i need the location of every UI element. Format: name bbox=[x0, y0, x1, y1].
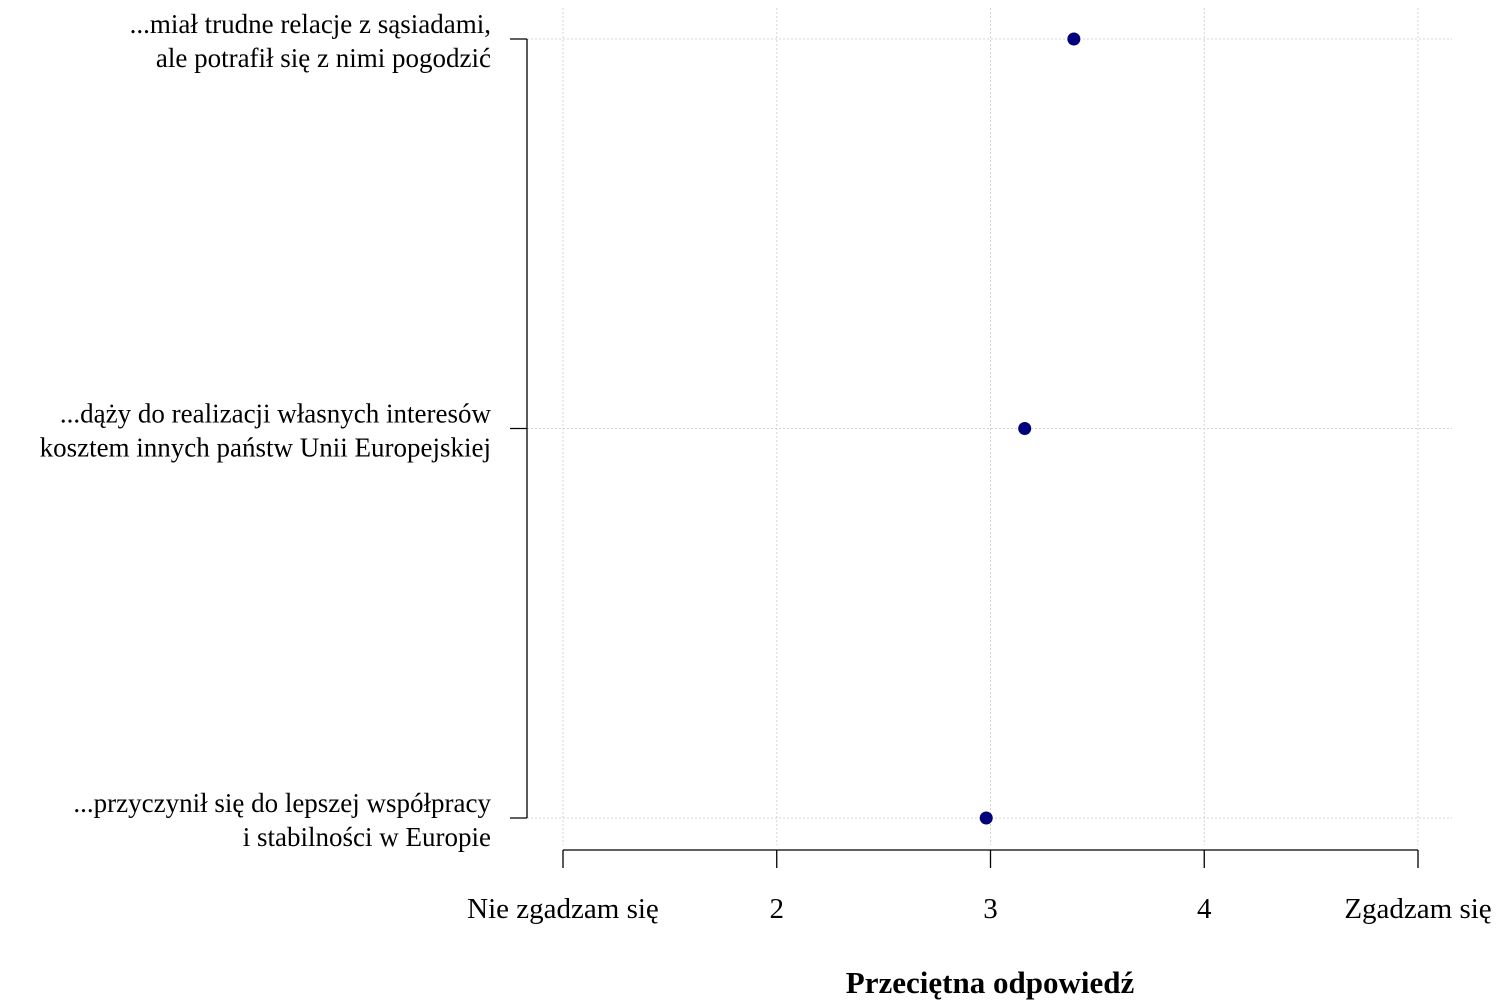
axis-ticks bbox=[510, 38, 1419, 868]
y-category-label-line: kosztem innych państw Unii Europejskiej bbox=[40, 433, 491, 463]
x-tick-label: 4 bbox=[1197, 893, 1212, 925]
y-category-label-line: ale potrafił się z nimi pogodzić bbox=[156, 43, 491, 73]
x-tick-label: Zgadzam się bbox=[1344, 893, 1491, 925]
axes bbox=[526, 39, 1418, 851]
data-point bbox=[1018, 422, 1032, 435]
grid-lines bbox=[527, 8, 1452, 845]
x-tick-label: 2 bbox=[770, 893, 785, 925]
axis-labels: Nie zgadzam się 2 3 4 Zgadzam się ...miał tru… bbox=[40, 9, 1492, 925]
x-tick-label: Nie zgadzam się bbox=[467, 893, 659, 925]
y-category-label-line: i stabilności w Europie bbox=[243, 822, 491, 852]
x-axis-title: Przeciętna odpowiedź bbox=[846, 965, 1135, 1000]
data-point bbox=[1067, 32, 1081, 46]
y-category-label-line: ...miał trudne relacje z sąsiadami, bbox=[130, 9, 491, 39]
data-points bbox=[979, 32, 1081, 825]
x-tick-label: 3 bbox=[983, 893, 998, 925]
y-category-label-line: ...przyczynił się do lepszej współpracy bbox=[73, 788, 491, 818]
y-category-label-line: ...dąży do realizacji własnych interesów bbox=[60, 399, 492, 429]
data-point bbox=[979, 811, 993, 825]
y-category-label: ...dąży do realizacji własnych interesów… bbox=[40, 399, 492, 463]
y-category-label: ...przyczynił się do lepszej współpracy i… bbox=[73, 788, 491, 852]
y-category-label: ...miał trudne relacje z sąsiadami, ale p… bbox=[130, 9, 491, 73]
